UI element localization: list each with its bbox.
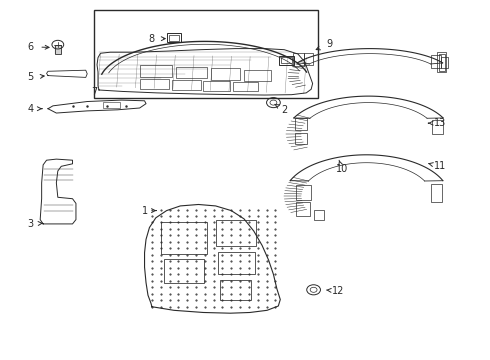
Bar — [431, 184, 442, 202]
Text: 10: 10 — [336, 164, 348, 174]
Circle shape — [52, 40, 64, 49]
Polygon shape — [40, 159, 76, 224]
Bar — [304, 53, 313, 65]
Text: 5: 5 — [27, 72, 33, 82]
Bar — [244, 70, 271, 81]
Polygon shape — [145, 204, 280, 313]
Circle shape — [267, 98, 280, 108]
Text: 4: 4 — [27, 104, 33, 114]
Polygon shape — [48, 100, 146, 113]
Bar — [55, 45, 61, 54]
Text: 2: 2 — [281, 105, 287, 115]
Text: 3: 3 — [27, 219, 33, 229]
Bar — [211, 68, 240, 80]
Text: 1: 1 — [142, 206, 147, 216]
Bar — [437, 52, 446, 72]
Bar — [218, 252, 255, 274]
Text: 6: 6 — [27, 42, 33, 52]
Bar — [161, 222, 207, 254]
Polygon shape — [47, 70, 87, 77]
Bar — [140, 65, 171, 77]
Text: 12: 12 — [332, 286, 344, 296]
Bar — [203, 81, 230, 91]
Bar — [216, 220, 256, 246]
Bar — [169, 35, 179, 41]
Bar — [296, 202, 310, 216]
Text: 9: 9 — [326, 39, 332, 49]
Bar — [103, 102, 120, 108]
Bar — [314, 210, 324, 220]
Bar — [94, 10, 318, 98]
Bar — [295, 133, 307, 144]
Text: 8: 8 — [149, 34, 155, 44]
Bar — [140, 79, 169, 89]
Text: 13: 13 — [434, 118, 446, 128]
Bar — [432, 120, 443, 134]
Text: 11: 11 — [434, 161, 446, 171]
Bar — [279, 56, 294, 65]
Text: 7: 7 — [91, 87, 97, 97]
Bar — [439, 54, 445, 71]
Bar — [441, 57, 448, 68]
Bar — [164, 259, 204, 283]
Bar — [281, 57, 292, 63]
Bar — [220, 280, 251, 300]
Bar — [167, 33, 181, 42]
Bar — [295, 118, 307, 130]
Bar — [293, 53, 304, 66]
Circle shape — [310, 287, 317, 292]
Circle shape — [307, 285, 320, 295]
Bar — [431, 55, 441, 68]
Circle shape — [270, 100, 277, 105]
Bar — [296, 185, 311, 200]
Bar — [176, 67, 207, 78]
Bar — [233, 82, 258, 91]
Bar — [172, 80, 201, 90]
